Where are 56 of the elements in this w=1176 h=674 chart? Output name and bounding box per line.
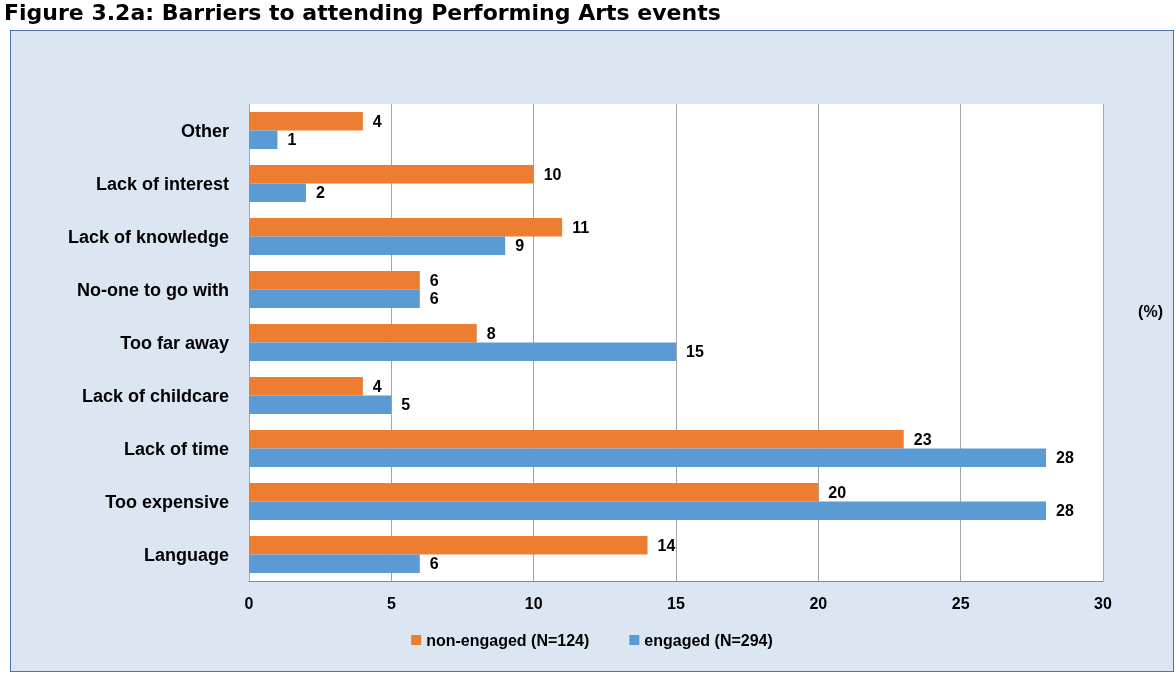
bar	[249, 482, 819, 502]
bar	[249, 183, 306, 203]
data-label: 28	[1056, 449, 1074, 467]
bar	[249, 323, 477, 343]
data-label: 6	[429, 555, 439, 573]
data-label: 15	[686, 343, 704, 361]
x-tick-label: 15	[667, 594, 685, 612]
bar	[249, 395, 392, 415]
bar	[249, 270, 420, 290]
x-axis-title: (%)	[1138, 302, 1164, 320]
x-tick-label: 5	[386, 594, 396, 612]
data-label: 1	[287, 131, 297, 149]
bar	[249, 289, 420, 309]
data-label: 2	[315, 184, 325, 202]
data-label: 4	[372, 377, 382, 395]
y-tick-label: Too far away	[120, 332, 229, 353]
bar	[249, 376, 363, 396]
data-label: 5	[401, 396, 411, 414]
bar	[249, 448, 1047, 468]
bar	[249, 164, 534, 184]
bar	[249, 501, 1047, 521]
y-tick-label: Other	[180, 120, 229, 141]
data-label: 28	[1056, 502, 1074, 520]
y-tick-label: Lack of knowledge	[67, 226, 229, 247]
bar	[249, 111, 363, 131]
bar	[249, 130, 278, 150]
y-tick-label: Too expensive	[105, 491, 229, 512]
x-tick-label: 20	[809, 594, 828, 612]
data-label: 4	[372, 112, 382, 130]
y-tick-label: Lack of childcare	[81, 385, 229, 406]
data-label: 10	[543, 165, 562, 183]
y-tick-label: No-one to go with	[77, 279, 229, 300]
data-label: 6	[429, 271, 439, 289]
bar	[249, 342, 676, 362]
x-tick-label: 30	[1094, 594, 1112, 612]
y-tick-label: Lack of time	[123, 438, 229, 459]
bar	[249, 429, 904, 449]
bar	[249, 217, 563, 237]
data-label: 6	[429, 290, 439, 308]
x-tick-label: 25	[951, 594, 970, 612]
legend-label: engaged (N=294)	[644, 631, 773, 649]
data-label: 8	[486, 324, 496, 342]
bar	[249, 236, 506, 256]
chart-title: Figure 3.2a: Barriers to attending Performing Arts events	[4, 0, 721, 25]
bar	[249, 554, 420, 574]
data-label: 14	[657, 536, 676, 554]
bar	[249, 535, 648, 555]
data-label: 11	[572, 218, 590, 236]
data-label: 23	[913, 430, 932, 448]
legend-label: non-engaged (N=124)	[426, 631, 590, 649]
y-tick-label: Language	[143, 544, 229, 565]
x-tick-label: 10	[524, 594, 543, 612]
data-label: 9	[515, 237, 525, 255]
y-tick-label: Lack of interest	[95, 173, 229, 194]
x-tick-label: 0	[244, 594, 254, 612]
data-label: 20	[828, 483, 847, 501]
